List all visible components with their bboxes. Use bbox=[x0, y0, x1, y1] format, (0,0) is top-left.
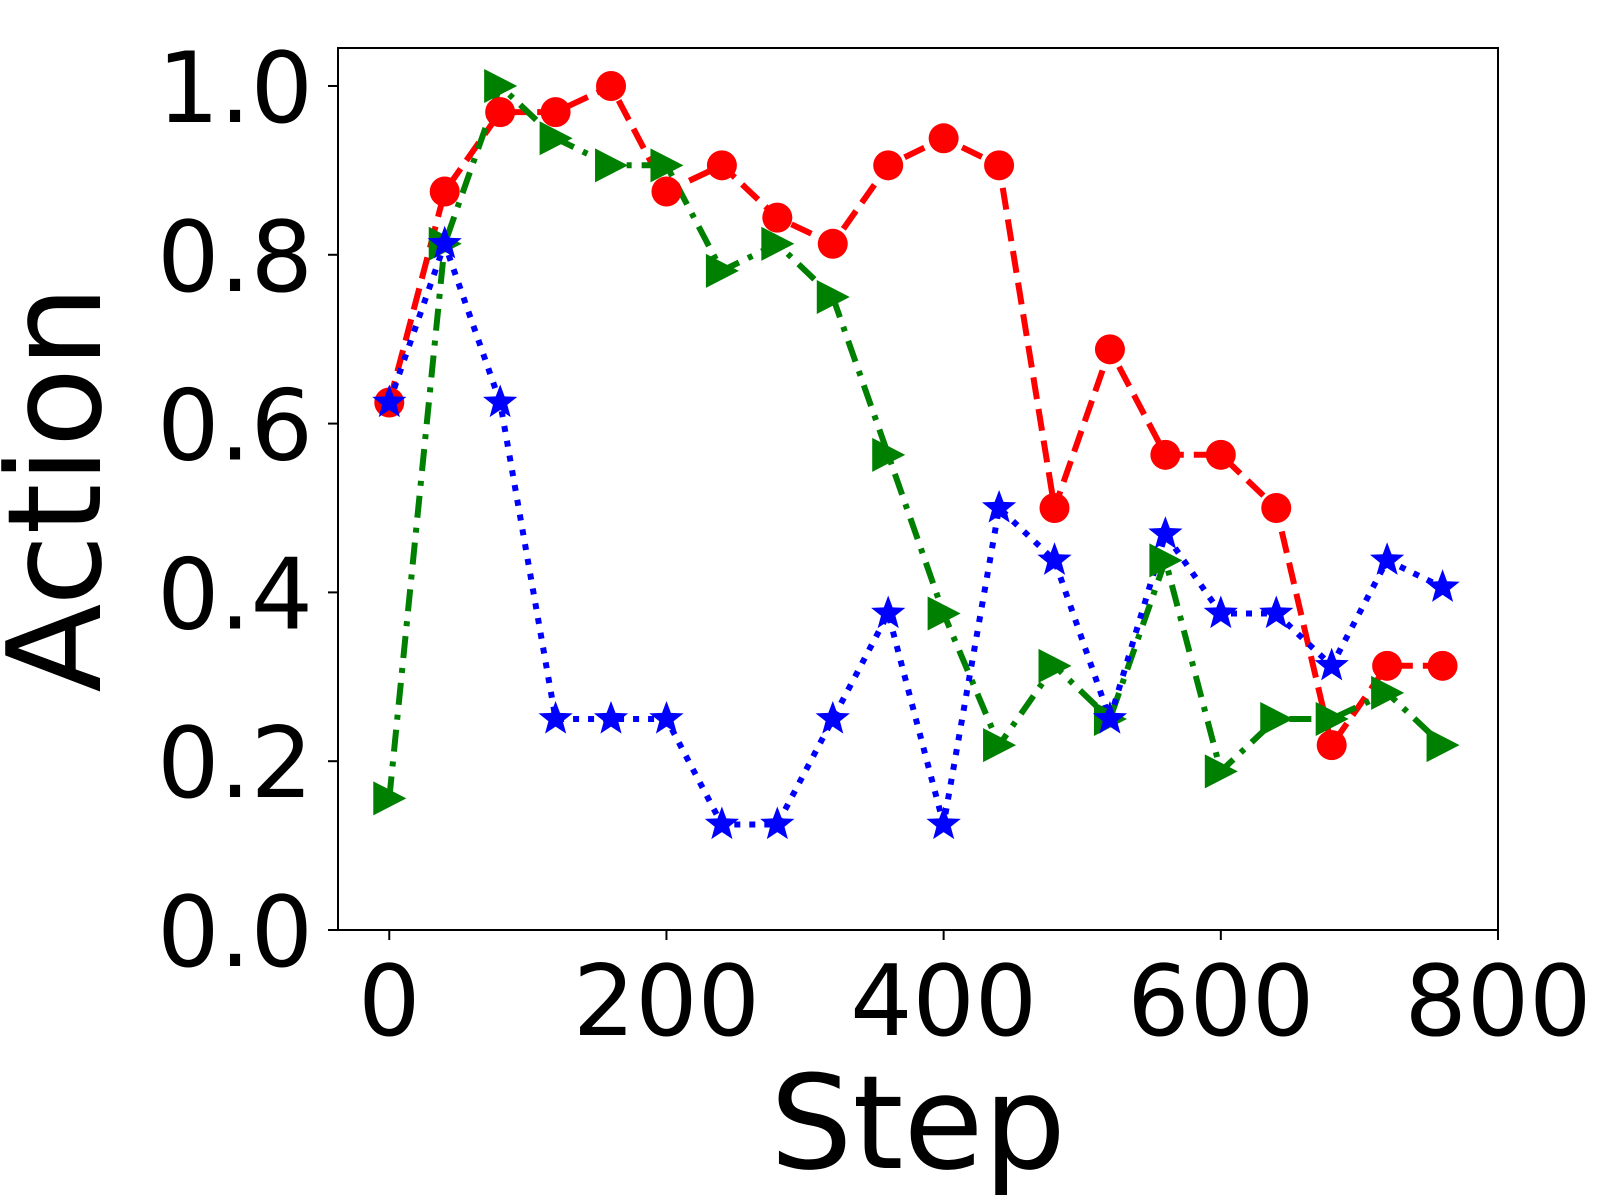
series-1-point bbox=[1372, 650, 1403, 681]
series-3-point bbox=[1425, 569, 1460, 602]
y-axis: 0.0 0.2 0.4 0.6 0.8 1.0 bbox=[157, 32, 338, 990]
series-1-point bbox=[1039, 492, 1070, 523]
series-3-point bbox=[593, 701, 629, 734]
y-axis-label: Action bbox=[0, 285, 131, 692]
series-3-point bbox=[760, 806, 795, 840]
series-1-point bbox=[873, 150, 904, 181]
series-2-point bbox=[1204, 754, 1238, 789]
series-2-point bbox=[761, 226, 795, 261]
series-1-point bbox=[596, 70, 627, 101]
series-3-point bbox=[1370, 542, 1405, 575]
series-3-point bbox=[483, 384, 518, 418]
series-line-1 bbox=[386, 83, 1443, 749]
series-3-point bbox=[1259, 595, 1294, 629]
series-2-point bbox=[1260, 701, 1294, 736]
series-3-point bbox=[1092, 701, 1128, 734]
series-2-point bbox=[373, 781, 407, 816]
series-1-point bbox=[928, 123, 959, 154]
x-tick-label: 400 bbox=[850, 945, 1037, 1059]
y-tick-label: 1.0 bbox=[157, 32, 313, 146]
series-2-point bbox=[816, 279, 850, 314]
series-3-point bbox=[1037, 542, 1072, 575]
series-2-point bbox=[1426, 728, 1460, 763]
series-2-point bbox=[1371, 675, 1405, 710]
series-1-point bbox=[1205, 439, 1236, 470]
series-3-point bbox=[704, 806, 739, 840]
series-line-2 bbox=[386, 83, 1445, 799]
series-2-point bbox=[1315, 701, 1349, 736]
series-2-point bbox=[595, 148, 629, 183]
series-2-point bbox=[539, 121, 573, 156]
series-1-point bbox=[429, 176, 460, 207]
x-axis-label: Step bbox=[770, 1047, 1066, 1199]
series-3-point bbox=[427, 225, 462, 259]
series-3-point bbox=[1314, 647, 1349, 681]
series-2-point bbox=[927, 596, 961, 631]
series-1-point bbox=[762, 202, 793, 233]
series-1-point bbox=[984, 150, 1015, 181]
y-tick-label: 0.8 bbox=[157, 201, 313, 315]
series-1-point bbox=[1094, 334, 1125, 365]
x-tick-label: 600 bbox=[1127, 945, 1314, 1059]
y-tick-label: 0.0 bbox=[157, 876, 313, 990]
series-3-point bbox=[372, 384, 407, 418]
series-2-point bbox=[983, 728, 1017, 763]
series-1-point bbox=[1261, 492, 1292, 523]
series-3-point bbox=[649, 701, 684, 734]
series-1-point bbox=[1316, 730, 1347, 761]
series-1-point bbox=[485, 97, 516, 128]
series-2-point bbox=[1149, 543, 1183, 578]
series-3-point bbox=[871, 595, 906, 629]
x-axis: 0 200 400 600 800 bbox=[358, 930, 1592, 1059]
x-tick-label: 800 bbox=[1404, 945, 1591, 1059]
series-2-point bbox=[650, 148, 684, 183]
x-tick-label: 0 bbox=[358, 945, 420, 1059]
x-tick-label: 200 bbox=[573, 945, 760, 1059]
series-2-point bbox=[1038, 648, 1072, 683]
series-line-3 bbox=[386, 240, 1444, 828]
plot-frame bbox=[337, 47, 1499, 931]
series-1-point bbox=[651, 176, 682, 207]
series-1-point bbox=[706, 150, 737, 181]
series-1-point bbox=[817, 228, 848, 259]
series-1-point bbox=[1150, 439, 1181, 470]
y-tick-label: 0.2 bbox=[157, 707, 313, 821]
series-2-point bbox=[705, 253, 739, 288]
series-3-point bbox=[1203, 595, 1238, 629]
y-tick-label: 0.4 bbox=[157, 538, 313, 652]
plot-area bbox=[372, 68, 1460, 840]
series-3-point bbox=[538, 701, 573, 734]
series-2-point bbox=[872, 437, 906, 472]
series-3-point bbox=[926, 806, 961, 840]
series-3-point bbox=[815, 701, 850, 734]
series-3-point bbox=[982, 490, 1017, 523]
series-3-point bbox=[1148, 516, 1183, 549]
series-1-point bbox=[1427, 650, 1458, 681]
series-2-point bbox=[484, 68, 518, 103]
y-tick-label: 0.6 bbox=[157, 370, 313, 484]
series-1-point bbox=[540, 97, 571, 128]
